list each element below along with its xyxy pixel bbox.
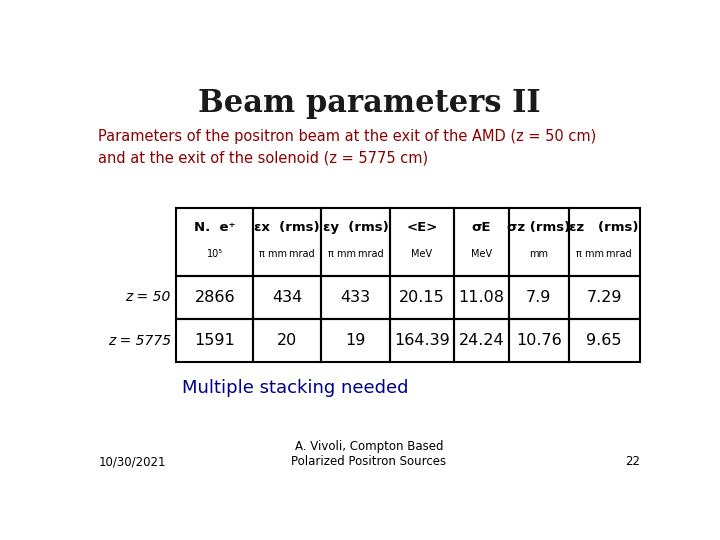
- Bar: [321, 319, 390, 362]
- Text: 9.65: 9.65: [587, 333, 622, 348]
- Text: 7.9: 7.9: [526, 290, 552, 305]
- Text: 7.29: 7.29: [587, 290, 622, 305]
- Text: σE: σE: [472, 221, 491, 234]
- Text: 164.39: 164.39: [394, 333, 450, 348]
- Text: εy  (rms): εy (rms): [323, 221, 389, 234]
- Text: 24.24: 24.24: [459, 333, 504, 348]
- Bar: [253, 319, 321, 362]
- Bar: [508, 276, 569, 319]
- Bar: [253, 276, 321, 319]
- Text: π mm mrad: π mm mrad: [577, 249, 632, 259]
- Text: 10⁵: 10⁵: [207, 249, 222, 259]
- Bar: [321, 208, 390, 276]
- Text: 10/30/2021: 10/30/2021: [99, 455, 166, 468]
- Bar: [176, 276, 253, 319]
- Bar: [569, 208, 639, 276]
- Text: σz (rms): σz (rms): [507, 221, 570, 234]
- Bar: [390, 319, 454, 362]
- Bar: [569, 276, 639, 319]
- Bar: [176, 319, 253, 362]
- Text: N.  e⁺: N. e⁺: [194, 221, 235, 234]
- Bar: [454, 208, 508, 276]
- Text: z = 50: z = 50: [125, 291, 171, 305]
- Text: π mm mrad: π mm mrad: [328, 249, 384, 259]
- Text: 2866: 2866: [194, 290, 235, 305]
- Text: Parameters of the positron beam at the exit of the AMD (z = 50 cm): Parameters of the positron beam at the e…: [99, 129, 597, 144]
- Text: Multiple stacking needed: Multiple stacking needed: [182, 379, 408, 397]
- Text: π mm mrad: π mm mrad: [259, 249, 315, 259]
- Bar: [508, 319, 569, 362]
- Text: A. Vivoli, Compton Based
Polarized Positron Sources: A. Vivoli, Compton Based Polarized Posit…: [292, 440, 446, 468]
- Text: 20.15: 20.15: [399, 290, 445, 305]
- Text: 1591: 1591: [194, 333, 235, 348]
- Text: 19: 19: [346, 333, 366, 348]
- Text: 11.08: 11.08: [458, 290, 504, 305]
- Bar: [253, 208, 321, 276]
- Text: εx  (rms): εx (rms): [254, 221, 320, 234]
- Bar: [569, 319, 639, 362]
- Text: MeV: MeV: [471, 249, 492, 259]
- Bar: [454, 319, 508, 362]
- Bar: [454, 276, 508, 319]
- Text: 20: 20: [277, 333, 297, 348]
- Text: Beam parameters II: Beam parameters II: [198, 87, 540, 119]
- Text: and at the exit of the solenoid (z = 5775 cm): and at the exit of the solenoid (z = 577…: [99, 150, 428, 165]
- Bar: [176, 208, 253, 276]
- Text: 434: 434: [272, 290, 302, 305]
- Bar: [321, 276, 390, 319]
- Bar: [508, 208, 569, 276]
- Text: mm: mm: [529, 249, 548, 259]
- Text: z = 5775: z = 5775: [108, 334, 171, 348]
- Bar: [390, 276, 454, 319]
- Text: MeV: MeV: [411, 249, 433, 259]
- Text: 22: 22: [625, 455, 639, 468]
- Text: 10.76: 10.76: [516, 333, 562, 348]
- Text: <E>: <E>: [406, 221, 438, 234]
- Bar: [390, 208, 454, 276]
- Text: 433: 433: [341, 290, 371, 305]
- Text: εz   (rms): εz (rms): [570, 221, 639, 234]
